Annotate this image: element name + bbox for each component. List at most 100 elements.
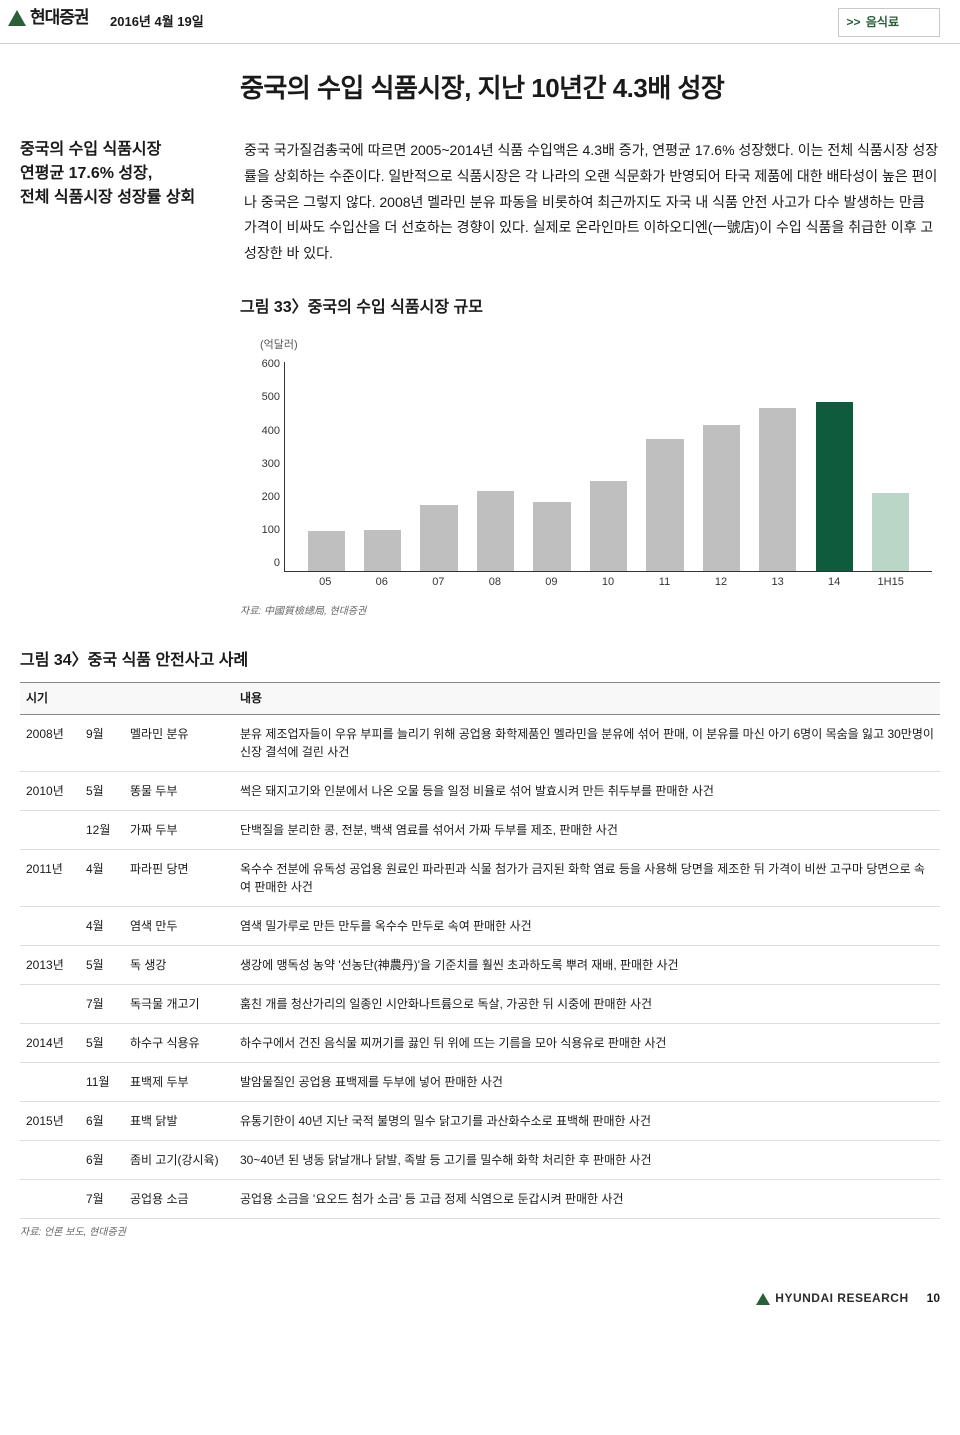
cell-desc: 하수구에서 건진 음식물 찌꺼기를 끓인 뒤 위에 뜨는 기름을 모아 식용유로…	[234, 1024, 940, 1063]
cell-year: 2013년	[20, 946, 80, 985]
report-date: 2016년 4월 19일	[110, 12, 204, 33]
cell-desc: 염색 밀가루로 만든 만두를 옥수수 만두로 속여 판매한 사건	[234, 907, 940, 946]
table-row: 2010년5월똥물 두부썩은 돼지고기와 인분에서 나온 오물 등을 일정 비율…	[20, 772, 940, 811]
chart-plot	[284, 362, 932, 572]
table-row: 11월표백제 두부발암물질인 공업용 표백제를 두부에 넣어 판매한 사건	[20, 1063, 940, 1102]
y-tick: 300	[252, 456, 280, 474]
cell-item: 표백 닭발	[124, 1102, 234, 1141]
x-tick: 10	[589, 574, 626, 596]
table-row: 2015년6월표백 닭발유통기한이 40년 지난 국적 불명의 밀수 닭고기를 …	[20, 1102, 940, 1141]
body-paragraph: 중국 국가질검총국에 따르면 2005~2014년 식품 수입액은 4.3배 증…	[244, 138, 940, 267]
cell-month: 5월	[80, 772, 124, 811]
category-box: >> 음식료	[838, 8, 940, 37]
figure-33-source: 자료: 中國質檢總局, 현대증권	[240, 604, 940, 620]
x-tick: 07	[420, 574, 457, 596]
cell-year	[20, 985, 80, 1024]
bar	[816, 402, 853, 571]
x-tick: 05	[307, 574, 344, 596]
cell-year	[20, 1180, 80, 1219]
cell-year: 2015년	[20, 1102, 80, 1141]
y-tick: 500	[252, 389, 280, 407]
figure-33-title: 그림 33〉중국의 수입 식품시장 규모	[240, 295, 940, 321]
summary-and-body: 중국의 수입 식품시장 연평균 17.6% 성장, 전체 식품시장 성장률 상회…	[20, 138, 940, 267]
cell-desc: 유통기한이 40년 지난 국적 불명의 밀수 닭고기를 과산화수소로 표백해 판…	[234, 1102, 940, 1141]
bar	[759, 408, 796, 572]
cell-item: 똥물 두부	[124, 772, 234, 811]
page-title: 중국의 수입 식품시장, 지난 10년간 4.3배 성장	[240, 68, 940, 110]
cell-year	[20, 1063, 80, 1102]
chart-y-axis: 6005004003002001000	[252, 356, 280, 572]
cell-item: 독 생강	[124, 946, 234, 985]
chart-x-axis: 050607080910111213141H15	[297, 574, 919, 596]
bar	[364, 530, 401, 572]
table-row: 4월염색 만두염색 밀가루로 만든 만두를 옥수수 만두로 속여 판매한 사건	[20, 907, 940, 946]
cell-desc: 분유 제조업자들이 우유 부피를 늘리기 위해 공업용 화학제품인 멜라민을 분…	[234, 715, 940, 772]
side-summary: 중국의 수입 식품시장 연평균 17.6% 성장, 전체 식품시장 성장률 상회	[20, 138, 220, 267]
side-line-1: 중국의 수입 식품시장	[20, 138, 220, 162]
bar	[533, 502, 570, 572]
cell-year	[20, 1141, 80, 1180]
cell-desc: 옥수수 전분에 유독성 공업용 원료인 파라핀과 식물 첨가가 금지된 화학 염…	[234, 850, 940, 907]
cell-year: 2011년	[20, 850, 80, 907]
table-row: 2013년5월독 생강생강에 맹독성 농약 '선농단(神農丹)'을 기준치를 훨…	[20, 946, 940, 985]
bar	[420, 505, 457, 571]
page-body: 중국의 수입 식품시장, 지난 10년간 4.3배 성장 중국의 수입 식품시장…	[0, 44, 960, 1281]
cell-item: 파라핀 당면	[124, 850, 234, 907]
cell-year	[20, 811, 80, 850]
x-tick: 13	[759, 574, 796, 596]
cell-month: 4월	[80, 850, 124, 907]
y-tick: 600	[252, 356, 280, 374]
cell-desc: 단백질을 분리한 콩, 전분, 백색 염료를 섞어서 가짜 두부를 제조, 판매…	[234, 811, 940, 850]
table-row: 7월독극물 개고기훔친 개를 청산가리의 일종인 시안화나트륨으로 독살, 가공…	[20, 985, 940, 1024]
col-desc: 내용	[234, 683, 940, 715]
cell-item: 좀비 고기(강시육)	[124, 1141, 234, 1180]
cell-item: 독극물 개고기	[124, 985, 234, 1024]
cell-item: 멜라민 분유	[124, 715, 234, 772]
table-row: 12월가짜 두부단백질을 분리한 콩, 전분, 백색 염료를 섞어서 가짜 두부…	[20, 811, 940, 850]
cell-item: 염색 만두	[124, 907, 234, 946]
cell-month: 11월	[80, 1063, 124, 1102]
body-column: 중국 국가질검총국에 따르면 2005~2014년 식품 수입액은 4.3배 증…	[244, 138, 940, 267]
footer-triangle-icon	[756, 1293, 770, 1305]
cell-desc: 훔친 개를 청산가리의 일종인 시안화나트륨으로 독살, 가공한 뒤 시중에 판…	[234, 985, 940, 1024]
cell-month: 7월	[80, 1180, 124, 1219]
x-tick: 1H15	[872, 574, 909, 596]
bar	[703, 425, 740, 571]
x-tick: 12	[702, 574, 739, 596]
table-body: 2008년9월멜라민 분유분유 제조업자들이 우유 부피를 늘리기 위해 공업용…	[20, 715, 940, 1219]
table-row: 2014년5월하수구 식용유하수구에서 건진 음식물 찌꺼기를 끓인 뒤 위에 …	[20, 1024, 940, 1063]
chevron-right-icon: >>	[847, 15, 861, 29]
bar	[872, 493, 909, 571]
bar	[646, 439, 683, 571]
figure-34-source: 자료: 언론 보도, 현대증권	[20, 1225, 940, 1241]
cell-item: 공업용 소금	[124, 1180, 234, 1219]
cell-desc: 썩은 돼지고기와 인분에서 나온 오물 등을 일정 비율로 섞어 발효시켜 만든…	[234, 772, 940, 811]
table-row: 7월공업용 소금공업용 소금을 '요오드 첨가 소금' 등 고급 정제 식염으로…	[20, 1180, 940, 1219]
header-bar: 현대증권 2016년 4월 19일 >> 음식료	[0, 0, 960, 44]
chart-bars	[298, 362, 919, 571]
cell-month: 12월	[80, 811, 124, 850]
bar	[308, 531, 345, 571]
cell-item: 표백제 두부	[124, 1063, 234, 1102]
y-tick: 200	[252, 489, 280, 507]
brand-logo: 현대증권	[8, 4, 89, 31]
cell-year	[20, 907, 80, 946]
footer: HYUNDAI RESEARCH 10	[0, 1281, 960, 1322]
side-line-2: 연평균 17.6% 성장,	[20, 162, 220, 186]
table-row: 2008년9월멜라민 분유분유 제조업자들이 우유 부피를 늘리기 위해 공업용…	[20, 715, 940, 772]
table-row: 2011년4월파라핀 당면옥수수 전분에 유독성 공업용 원료인 파라핀과 식물…	[20, 850, 940, 907]
brand-triangle-icon	[8, 10, 26, 26]
cell-desc: 생강에 맹독성 농약 '선농단(神農丹)'을 기준치를 훨씬 초과하도록 뿌려 …	[234, 946, 940, 985]
y-tick: 400	[252, 423, 280, 441]
bar	[590, 481, 627, 572]
figure-34-title: 그림 34〉중국 식품 안전사고 사례	[20, 648, 940, 674]
col-period: 시기	[20, 683, 234, 715]
x-tick: 14	[815, 574, 852, 596]
title-row: 중국의 수입 식품시장, 지난 10년간 4.3배 성장	[240, 68, 940, 110]
incidents-table: 시기 내용 2008년9월멜라민 분유분유 제조업자들이 우유 부피를 늘리기 …	[20, 682, 940, 1219]
y-tick: 0	[252, 555, 280, 573]
cell-desc: 공업용 소금을 '요오드 첨가 소금' 등 고급 정제 식염으로 둔갑시켜 판매…	[234, 1180, 940, 1219]
category-label: 음식료	[866, 15, 899, 29]
x-tick: 06	[363, 574, 400, 596]
cell-month: 5월	[80, 1024, 124, 1063]
